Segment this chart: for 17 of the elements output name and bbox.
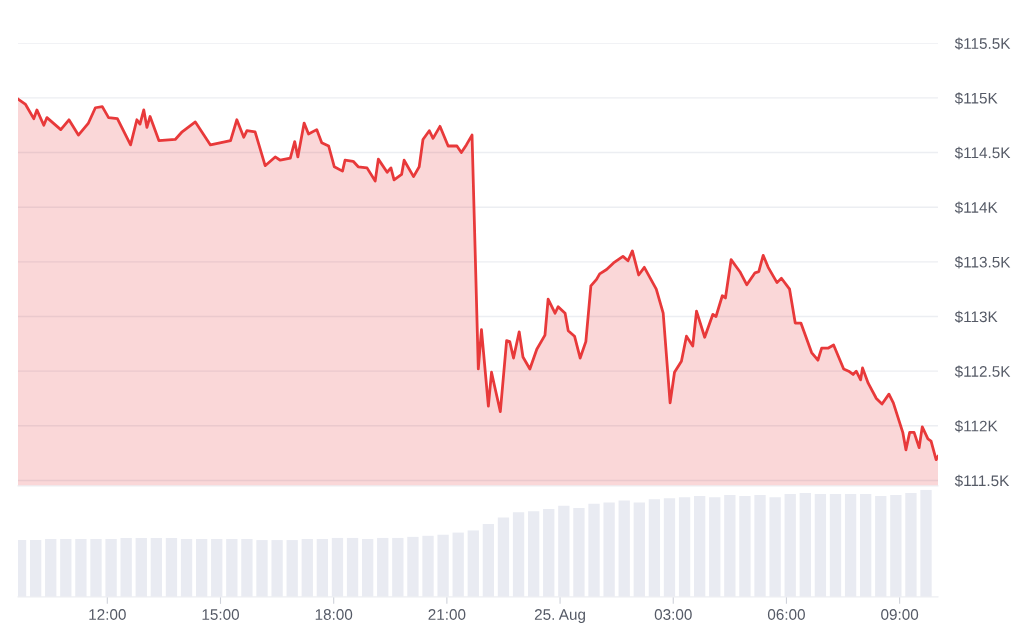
y-tick-label: $114K xyxy=(954,201,998,214)
x-tick-label: 03:00 xyxy=(654,609,692,620)
y-tick-label: $115.5K xyxy=(954,37,1011,50)
y-tick-label: $113.5K xyxy=(954,256,1011,269)
y-tick-label: $112.5K xyxy=(954,365,1011,378)
x-tick-label: 18:00 xyxy=(315,609,353,620)
x-tick-label: 06:00 xyxy=(767,609,805,620)
x-tick-label: 12:00 xyxy=(89,609,126,620)
y-tick-label: $114.5K xyxy=(954,146,1011,160)
y-tick-label: $112K xyxy=(954,420,998,433)
y-tick-label: $115K xyxy=(954,92,998,105)
x-tick-label: 21:00 xyxy=(428,609,466,620)
y-tick-label: $111.5K xyxy=(954,474,1010,488)
x-tick-label: 09:00 xyxy=(881,609,919,620)
x-tick-label: 15:00 xyxy=(202,609,240,620)
x-tick-label: 25. Aug xyxy=(534,609,585,623)
y-tick-label: $113K xyxy=(954,310,998,324)
